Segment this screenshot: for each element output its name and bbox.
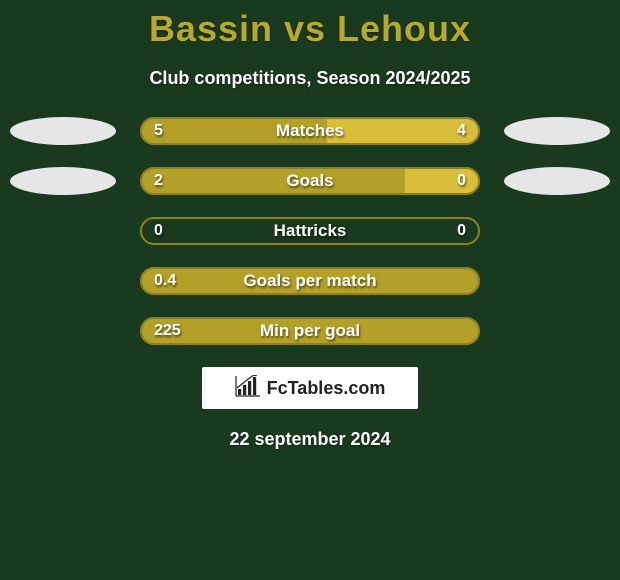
logo-box: FcTables.com [202,367,418,409]
stat-bar: 20Goals [140,167,480,195]
stat-bar: 54Matches [140,117,480,145]
stat-value-left: 0 [154,217,163,245]
player-left-ellipse [10,117,116,145]
bar-left-fill [140,117,327,145]
chart-icon [235,375,261,402]
subtitle: Club competitions, Season 2024/2025 [0,68,620,89]
player-right-ellipse [504,167,610,195]
bar-outline [140,217,480,245]
stat-row: 54Matches [0,117,620,145]
bar-left-fill [140,167,405,195]
bar-left-fill [140,317,480,345]
bar-right-fill [327,117,480,145]
stat-label: Hattricks [140,217,480,245]
player-right-ellipse [504,117,610,145]
date-line: 22 september 2024 [0,429,620,450]
stat-row: 225Min per goal [0,317,620,345]
stat-bar: 225Min per goal [140,317,480,345]
logo-text: FcTables.com [267,378,386,399]
page-title: Bassin vs Lehoux [0,0,620,50]
stat-value-right: 0 [457,217,466,245]
stats-area: 54Matches 20Goals 0 0Hattricks 0.4Goals per … [0,117,620,345]
stat-row: 0 0Hattricks [0,217,620,245]
stat-bar: 0 0Hattricks [140,217,480,245]
player-left-ellipse [10,167,116,195]
stat-row: 0.4Goals per match [0,267,620,295]
stat-row: 20Goals [0,167,620,195]
stat-bar: 0.4Goals per match [140,267,480,295]
bar-left-fill [140,267,480,295]
bar-right-fill [405,167,480,195]
